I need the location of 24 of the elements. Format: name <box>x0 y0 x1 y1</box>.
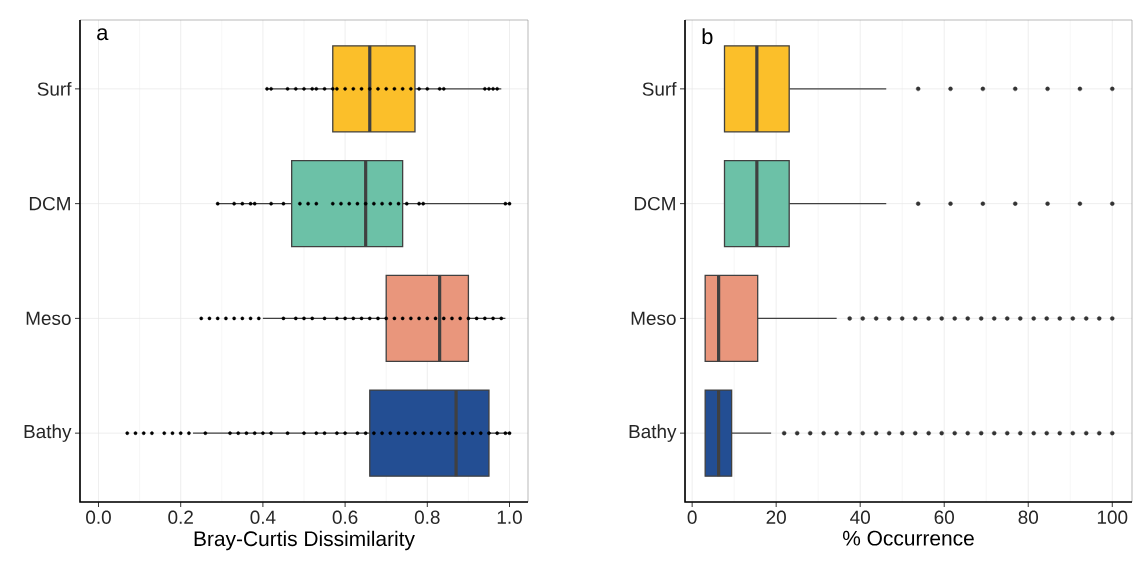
y-tick-label: Surf <box>642 81 677 96</box>
x-tick-label: 0.2 <box>168 510 193 524</box>
x-tick-label: 0.4 <box>250 510 276 524</box>
y-tick-label: Surf <box>37 81 72 96</box>
x-tick-label: 0.6 <box>332 510 358 524</box>
y-tick-label: Bathy <box>24 424 72 442</box>
x-tick-label: 100 <box>1097 510 1128 524</box>
x-axis-title: Bray-Curtis Dissimilarity <box>194 530 415 551</box>
x-axis-title: % Occurrence <box>842 530 974 546</box>
y-tick-label: DCM <box>29 196 70 211</box>
y-tick-label: Meso <box>631 311 676 325</box>
y-tick-label: Bathy <box>629 424 677 442</box>
y-tick-label: DCM <box>634 196 675 211</box>
x-tick-label: 60 <box>934 510 954 524</box>
annotation: a <box>97 28 109 41</box>
x-tick-label: 0.8 <box>414 510 440 524</box>
x-tick-label: 80 <box>1018 510 1039 524</box>
x-tick-label: 1.0 <box>497 510 522 524</box>
x-tick-label: 0 <box>687 510 697 524</box>
y-tick-label: Meso <box>26 311 71 325</box>
x-tick-label: 0.0 <box>86 510 111 524</box>
x-tick-label: 40 <box>850 510 870 524</box>
annotation: b <box>702 28 713 45</box>
x-tick-label: 20 <box>766 510 786 524</box>
